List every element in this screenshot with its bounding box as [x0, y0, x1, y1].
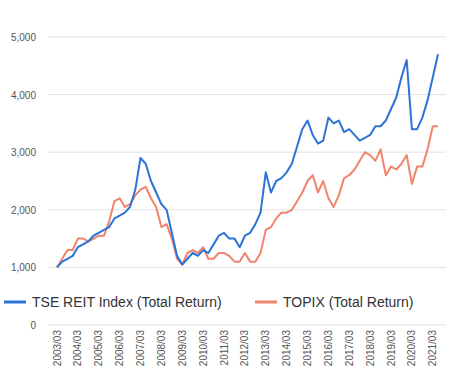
legend-label: TSE REIT Index (Total Return): [32, 294, 222, 310]
legend: TSE REIT Index (Total Return) TOPIX (Tota…: [4, 294, 413, 310]
x-tick-label: 2015/03: [302, 330, 313, 367]
y-tick-label: 5,000: [11, 32, 36, 43]
series-line: [57, 126, 438, 267]
x-tick-label: 2013/03: [260, 330, 271, 367]
grid-line: [48, 152, 446, 153]
chart-container: 0 1,000 2,000 3,000 4,000 5,000 2003/03 2004/03…: [0, 0, 474, 378]
x-tick-label: 2007/03: [135, 330, 146, 367]
y-tick-label: 4,000: [11, 90, 36, 101]
x-tick-label: 2010/03: [198, 330, 209, 367]
legend-swatch: [4, 301, 26, 304]
x-tick-label: 2016/03: [323, 330, 334, 367]
grid-line: [48, 94, 446, 95]
series-line: [57, 54, 438, 267]
legend-label: TOPIX (Total Return): [283, 294, 413, 310]
x-tick-label: 2004/03: [72, 330, 83, 367]
grid-line: [48, 325, 446, 326]
x-tick-label: 2012/03: [239, 330, 250, 367]
x-tick-label: 2008/03: [156, 330, 167, 367]
line-chart: 0 1,000 2,000 3,000 4,000 5,000 2003/03 2004/03…: [0, 0, 474, 378]
x-tick-label: 2020/03: [406, 330, 417, 367]
y-tick-label: 3,000: [11, 147, 36, 158]
x-tick-label: 2017/03: [344, 330, 355, 367]
grid-line: [48, 267, 446, 268]
legend-swatch: [255, 301, 277, 304]
grid-line: [48, 37, 446, 38]
x-tick-label: 2009/03: [177, 330, 188, 367]
y-tick-label: 1,000: [11, 262, 36, 273]
x-tick-label: 2003/03: [52, 330, 63, 367]
x-tick-label: 2014/03: [281, 330, 292, 367]
x-tick-label: 2018/03: [365, 330, 376, 367]
grid: [48, 37, 446, 325]
x-tick-label: 2005/03: [93, 330, 104, 367]
x-tick-label: 2006/03: [114, 330, 125, 367]
plot-area: [57, 54, 438, 267]
grid-line: [48, 209, 446, 210]
x-tick-label: 2011/03: [219, 330, 230, 366]
x-tick-label: 2021/03: [427, 330, 438, 367]
y-tick-label: 0: [30, 320, 36, 331]
x-tick-label: 2019/03: [386, 330, 397, 367]
y-tick-label: 2,000: [11, 205, 36, 216]
